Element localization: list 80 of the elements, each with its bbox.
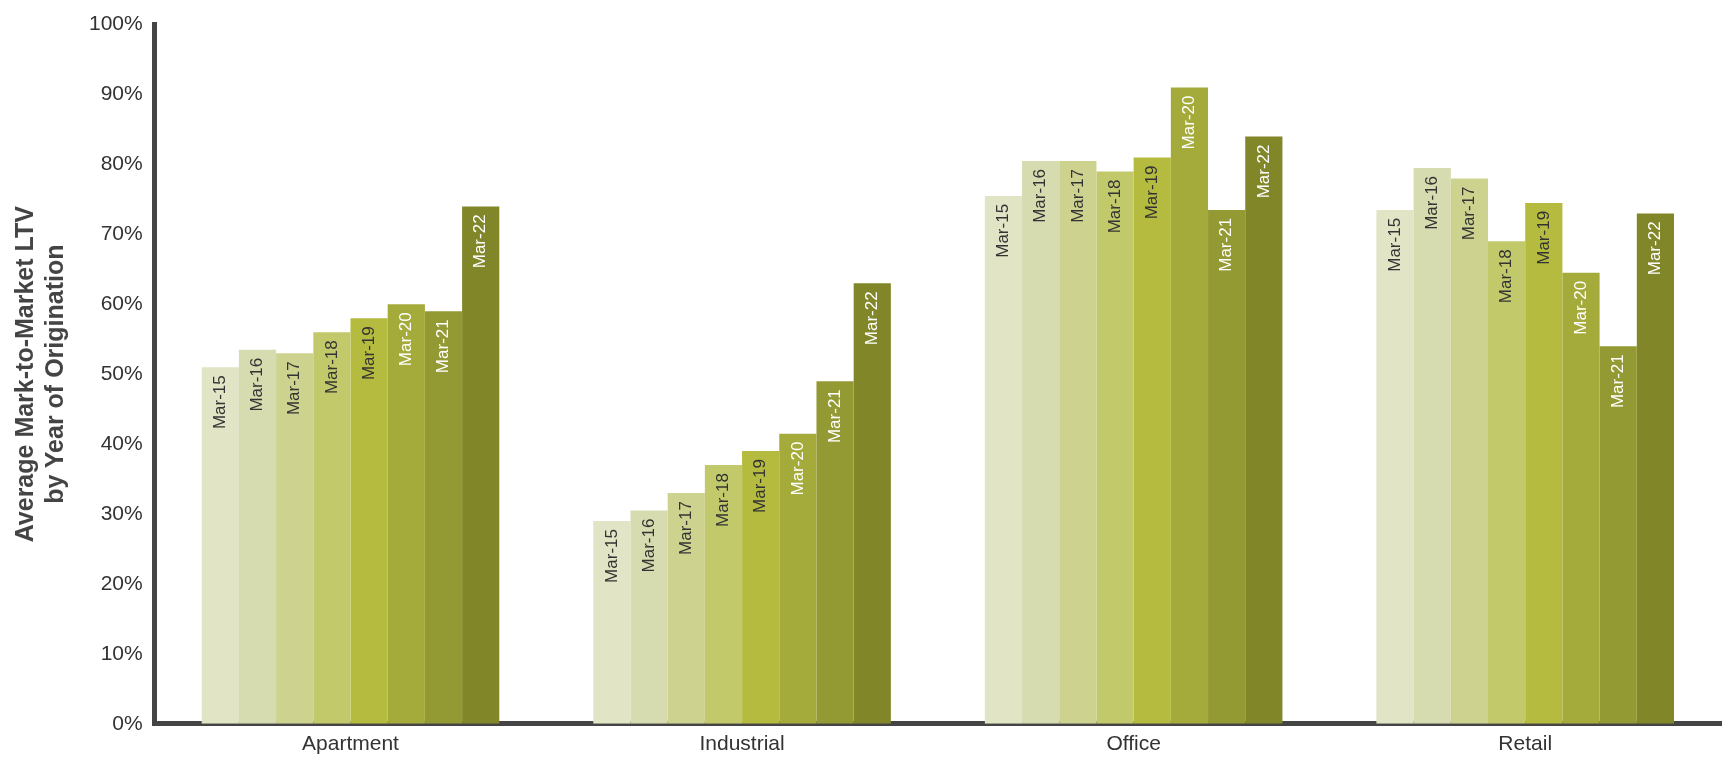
text: Mar-17 bbox=[1459, 186, 1479, 241]
y-tick-label: 50% bbox=[100, 361, 143, 384]
text: Mar-19 bbox=[1533, 210, 1553, 265]
y-tick-label: 90% bbox=[100, 81, 143, 105]
x-tick-label: Industrial bbox=[699, 731, 785, 755]
text: Mar-16 bbox=[1030, 168, 1050, 223]
y-tick-label: 0% bbox=[112, 710, 143, 734]
x-tick-label: Office bbox=[1106, 731, 1161, 755]
y-axis-title: Average Mark-to-Market LTV by Year of Origination bbox=[9, 205, 68, 543]
bar bbox=[630, 510, 668, 724]
bar bbox=[1096, 171, 1134, 724]
bar bbox=[984, 195, 1023, 724]
bar bbox=[1170, 87, 1209, 724]
series-label: Mar-15 bbox=[209, 375, 229, 430]
bar bbox=[1525, 202, 1563, 724]
series-label: Mar-19 bbox=[358, 326, 378, 381]
y-tick-label: 20% bbox=[100, 570, 143, 594]
text: Mar-15 bbox=[601, 529, 621, 583]
text: Mar-15 bbox=[993, 203, 1013, 258]
text: Mar-17 bbox=[675, 501, 695, 555]
bar bbox=[1245, 136, 1283, 724]
bar bbox=[1208, 209, 1246, 724]
bar bbox=[667, 493, 705, 724]
bar bbox=[1133, 157, 1171, 724]
y-tick-label: 100% bbox=[88, 11, 143, 35]
text: Mar-16 bbox=[247, 357, 267, 412]
bar bbox=[462, 206, 500, 724]
text: Mar-22 bbox=[1645, 221, 1665, 276]
text: Mar-21 bbox=[824, 389, 844, 444]
y-tick-label: 60% bbox=[100, 291, 143, 315]
x-tick-label: Retail bbox=[1498, 731, 1553, 755]
text: Mar-18 bbox=[1496, 249, 1516, 304]
y-tick-label: 40% bbox=[100, 430, 143, 454]
bar bbox=[1636, 213, 1675, 724]
series-label: Mar-20 bbox=[395, 312, 415, 367]
text: Mar-19 bbox=[750, 459, 770, 513]
y-tick-label: 80% bbox=[100, 151, 143, 175]
bar bbox=[1059, 160, 1097, 724]
bar bbox=[1376, 209, 1414, 724]
bar bbox=[1562, 272, 1600, 724]
text: Mar-18 bbox=[1104, 179, 1124, 234]
bar bbox=[387, 304, 425, 724]
text: Mar-22 bbox=[1253, 144, 1273, 199]
text: Mar-18 bbox=[713, 473, 733, 527]
bar bbox=[238, 349, 277, 724]
bar bbox=[779, 433, 817, 724]
text: Mar-16 bbox=[1421, 175, 1441, 230]
text: Mar-20 bbox=[1570, 280, 1590, 335]
y-tick-label: 10% bbox=[100, 640, 143, 664]
text: Mar-17 bbox=[1067, 168, 1087, 223]
bar bbox=[1413, 167, 1451, 724]
bar bbox=[1450, 178, 1489, 724]
bar bbox=[1599, 346, 1637, 724]
bar bbox=[704, 465, 743, 724]
bar bbox=[1022, 160, 1060, 724]
bar bbox=[276, 353, 314, 724]
bar bbox=[201, 367, 239, 724]
bar bbox=[853, 283, 891, 724]
bar bbox=[313, 332, 351, 724]
x-tick-label: Apartment bbox=[302, 731, 400, 755]
text: Mar-22 bbox=[861, 291, 881, 346]
y-tick-label: 70% bbox=[100, 221, 143, 245]
series-label: Mar-17 bbox=[284, 361, 304, 416]
bar bbox=[1488, 241, 1526, 724]
series-label: Mar-21 bbox=[433, 319, 453, 374]
series-label: Mar-16 bbox=[638, 518, 658, 573]
bar bbox=[593, 521, 631, 724]
text: Mar-20 bbox=[787, 441, 807, 496]
text: Mar-19 bbox=[1141, 165, 1161, 220]
bar bbox=[742, 451, 780, 724]
text: Mar-21 bbox=[1607, 354, 1627, 409]
bar bbox=[816, 381, 854, 724]
series-label: Mar-22 bbox=[470, 214, 490, 269]
text: Mar-21 bbox=[1216, 217, 1236, 272]
bar bbox=[350, 318, 388, 724]
text: Mar-20 bbox=[1179, 95, 1199, 150]
bar bbox=[424, 311, 463, 724]
text: Mar-15 bbox=[1384, 217, 1404, 272]
series-label: Mar-18 bbox=[321, 340, 341, 395]
y-tick-label: 30% bbox=[100, 500, 143, 524]
